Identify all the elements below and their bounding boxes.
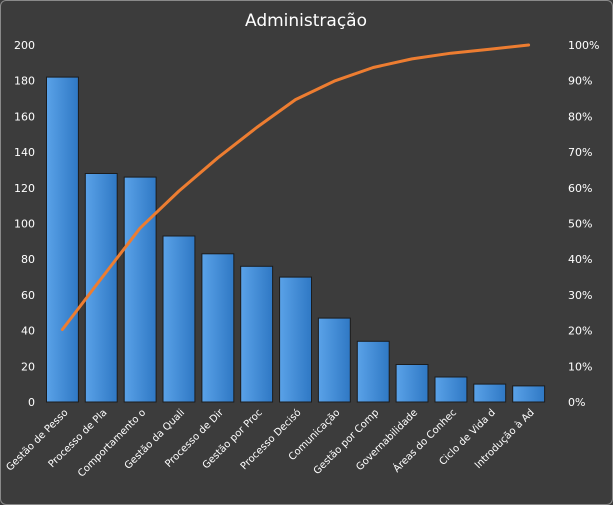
chart-title: Administração xyxy=(245,11,367,31)
right-tick-label: 60% xyxy=(568,182,592,195)
left-axis-ticks: 0 20 40 60 80 100 120 140 160 180 200 xyxy=(14,39,35,409)
cumulative-line-series xyxy=(60,43,531,331)
right-tick-label: 90% xyxy=(568,75,592,88)
right-tick-label: 10% xyxy=(568,360,592,373)
right-tick-label: 100% xyxy=(568,39,599,52)
bar-2 xyxy=(84,173,118,403)
bar-4 xyxy=(162,235,196,403)
bar-9 xyxy=(356,340,390,403)
bar-12 xyxy=(473,383,507,403)
left-tick-label: 0 xyxy=(28,396,35,409)
right-axis-ticks: 0% 10% 20% 30% 40% 50% 60% 70% 80% 90% 100% xyxy=(568,39,599,409)
left-tick-label: 200 xyxy=(14,39,35,52)
cumulative-percent-line xyxy=(60,43,531,331)
bar-7 xyxy=(279,276,313,403)
bar-10 xyxy=(395,364,429,403)
right-tick-label: 40% xyxy=(568,253,592,266)
bar-6 xyxy=(240,265,274,403)
left-tick-label: 60 xyxy=(21,289,35,302)
right-tick-label: 20% xyxy=(568,325,592,338)
right-tick-label: 50% xyxy=(568,218,592,231)
right-tick-label: 70% xyxy=(568,146,592,159)
left-tick-label: 80 xyxy=(21,253,35,266)
left-tick-label: 140 xyxy=(14,146,35,159)
left-tick-label: 100 xyxy=(14,218,35,231)
bar-8 xyxy=(317,317,351,403)
bar-5 xyxy=(201,253,235,403)
bar-13 xyxy=(512,385,546,403)
left-tick-label: 180 xyxy=(14,75,35,88)
category-label: Gestão por Comp xyxy=(312,407,382,477)
bar-1 xyxy=(46,76,79,403)
bar-11 xyxy=(434,376,468,403)
left-tick-label: 40 xyxy=(21,325,35,338)
left-tick-label: 120 xyxy=(14,182,35,195)
right-tick-label: 30% xyxy=(568,289,592,302)
right-tick-label: 80% xyxy=(568,110,592,123)
bar-series xyxy=(46,76,546,403)
category-label: Comportamento o xyxy=(76,407,148,479)
category-label: Áreas do Conhec xyxy=(390,406,459,475)
bar-3 xyxy=(123,176,157,403)
left-tick-label: 160 xyxy=(14,110,35,123)
right-tick-label: 0% xyxy=(568,396,585,409)
left-tick-label: 20 xyxy=(21,360,35,373)
